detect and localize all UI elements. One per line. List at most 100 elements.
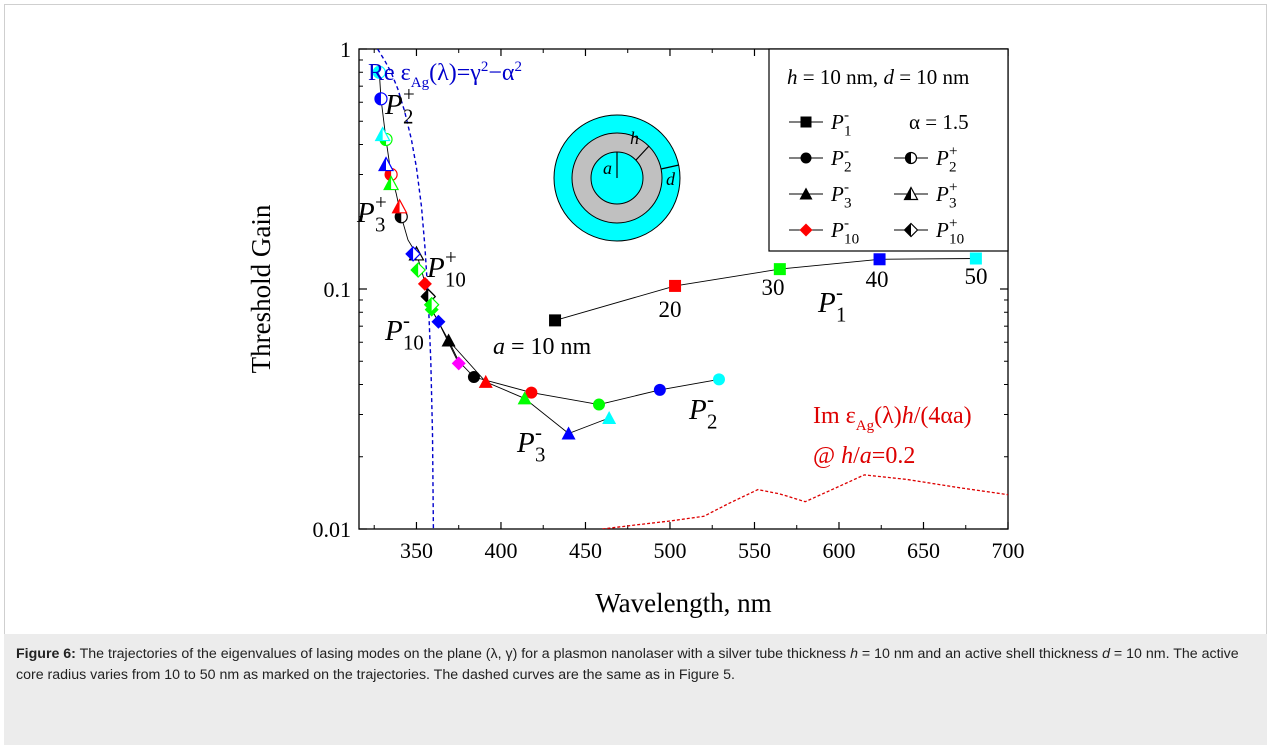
x-tick-label: 350 xyxy=(400,538,433,563)
a-radius-label: a = 10 nm xyxy=(493,334,592,360)
mark-p2-half xyxy=(385,168,392,181)
caption-label: Figure 6: xyxy=(16,646,76,662)
caption-h: h xyxy=(850,646,858,662)
re-curve-label: Re εAg(λ)=γ2−α2 xyxy=(368,59,522,91)
mark-p2-half xyxy=(395,210,402,223)
mode-label-p10-plus-p: P xyxy=(426,252,445,284)
legend-label: P -3 xyxy=(830,180,852,212)
mark-p2-shape xyxy=(467,370,480,383)
legend-label-sub: 2 xyxy=(949,160,957,176)
inset-label-d: d xyxy=(666,169,676,189)
legend-marker-half xyxy=(904,187,911,200)
legend-marker xyxy=(903,186,919,201)
mode-label-p10-minus: P -10 xyxy=(384,308,424,354)
legend-box xyxy=(768,48,1009,252)
mode-label-p1-minus: P -1 xyxy=(817,280,846,326)
mark-p2-shape xyxy=(592,398,605,411)
mark-p3 xyxy=(391,198,408,214)
legend-label-p: P xyxy=(935,146,949,170)
mark-p2 xyxy=(467,370,480,383)
mode-label-p2-plus-p: P xyxy=(384,89,403,121)
mark-p3 xyxy=(378,156,395,172)
x-tick-label: 650 xyxy=(907,538,940,563)
legend-label: P -1 xyxy=(830,108,852,140)
legend-alpha: α = 1.5 xyxy=(909,110,969,134)
x-tick-label: 550 xyxy=(738,538,771,563)
legend-label-p: P xyxy=(935,218,949,242)
inset-diagram: ah d xyxy=(553,114,681,242)
mark-p2 xyxy=(394,210,408,224)
inset-arrow-h xyxy=(635,145,650,161)
mark-p10-half xyxy=(406,246,414,261)
mark-p10-half xyxy=(424,297,432,312)
y-tick-label: 0.1 xyxy=(324,277,352,302)
legend-marker xyxy=(800,116,812,128)
mark-p10 xyxy=(451,356,466,371)
mark-p2 xyxy=(525,386,538,399)
x-tick-label: 450 xyxy=(569,538,602,563)
mark-p10-half xyxy=(411,262,419,277)
legend-label-sign: - xyxy=(844,144,849,160)
mark-p3 xyxy=(517,391,532,405)
radius-label: 20 xyxy=(659,297,682,322)
mark-p10 xyxy=(410,262,427,278)
mode-label-p2-minus-sub: 2 xyxy=(707,409,717,433)
im-curve-label: Im εAg(λ)h/(4αa) xyxy=(813,403,972,434)
mark-p10-half xyxy=(421,289,429,304)
mark-p2 xyxy=(712,373,725,386)
at-ratio-label: @ h/a=0.2 xyxy=(813,443,915,469)
legend-label: P +2 xyxy=(935,144,958,176)
mark-p3 xyxy=(561,426,576,440)
mark-p1 xyxy=(549,314,562,327)
mode-label-p1-minus-sign: - xyxy=(836,280,843,304)
legend-label-p: P xyxy=(830,218,844,242)
x-tick-label: 600 xyxy=(822,538,855,563)
mark-p3 xyxy=(441,333,456,347)
y-tick-label: 1 xyxy=(340,37,351,62)
legend-marker-shape xyxy=(800,116,812,128)
dashed-curves xyxy=(377,49,1008,529)
mark-p3-shape xyxy=(441,333,456,347)
mode-label-p1-minus-sub: 1 xyxy=(836,302,846,326)
caption-text-1: The trajectories of the eigenvalues of l… xyxy=(75,646,851,662)
mode-label-p3-minus-p: P xyxy=(516,427,535,459)
mode-label-p10-plus-sub: 10 xyxy=(445,267,466,291)
radius-label: 50 xyxy=(965,264,988,289)
mode-label-p2-minus: P -2 xyxy=(688,387,717,433)
legend-label: P +3 xyxy=(935,180,958,212)
x-tick-label: 500 xyxy=(653,538,686,563)
axes: 350 400 450 500 550 600 650 7000.010.11Waveleng… xyxy=(246,37,1025,618)
mark-p2-half xyxy=(374,92,381,105)
legend-label-p: P xyxy=(830,110,844,134)
legend-label-sign: - xyxy=(844,216,849,232)
caption-text-3: = 10 nm. The active core radius varies f… xyxy=(16,646,1239,683)
mark-p2 xyxy=(653,383,666,396)
mark-p3 xyxy=(478,374,493,388)
chart: 350 400 450 500 550 600 650 7000.010.11Waveleng… xyxy=(246,37,1025,618)
figure-caption: Figure 6: The trajectories of the eigenv… xyxy=(4,634,1267,745)
legend-label-sign: + xyxy=(949,216,958,232)
mode-label-p10-minus-p: P xyxy=(384,315,403,347)
legend-label-sign: + xyxy=(949,144,958,160)
mark-p3-shape xyxy=(561,426,576,440)
mark-p1-shape xyxy=(669,279,682,292)
legend-label-sign: + xyxy=(949,180,958,196)
legend-label: P -2 xyxy=(830,144,852,176)
legend-label-sub: 1 xyxy=(844,124,852,140)
mark-p3 xyxy=(374,126,391,142)
mode-label-p1-minus-p: P xyxy=(817,287,836,319)
mark-p3-half xyxy=(379,157,387,171)
radius-label: 40 xyxy=(866,267,889,292)
legend-label-sign: - xyxy=(844,180,849,196)
mode-label-p3-plus-sub: 3 xyxy=(375,212,385,236)
caption-d: d xyxy=(1102,646,1110,662)
legend-marker xyxy=(904,151,918,165)
mode-label-p3-plus: P +3 xyxy=(356,190,387,236)
mode-label-p2-plus-sign: + xyxy=(403,82,415,106)
mode-label-p10-minus-sub: 10 xyxy=(403,330,424,354)
mark-p2-shape xyxy=(525,386,538,399)
mark-p3-shape xyxy=(478,374,493,388)
mode-label-p2-minus-p: P xyxy=(688,394,707,426)
legend-marker xyxy=(903,222,919,238)
mark-p3-shape xyxy=(602,411,617,425)
